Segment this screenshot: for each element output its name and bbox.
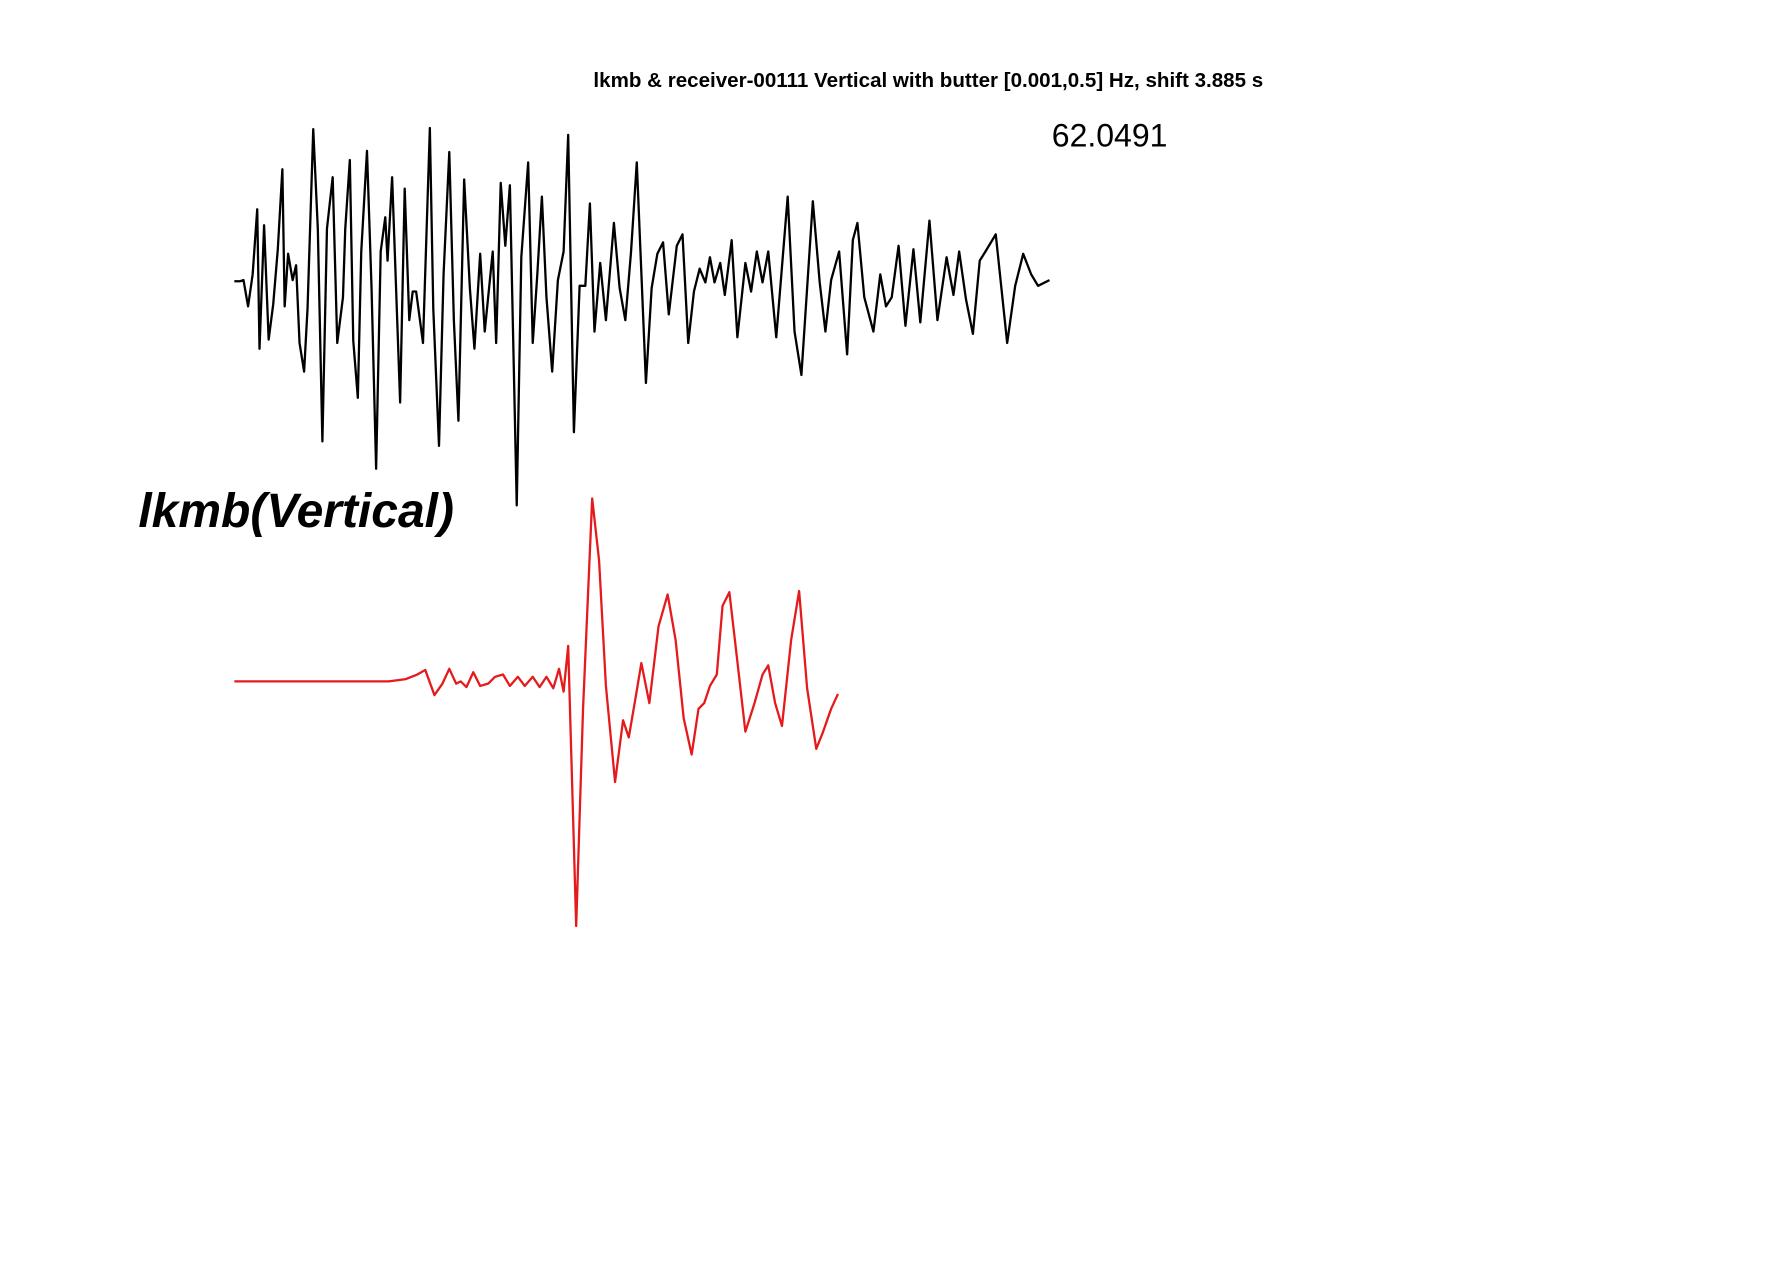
trace (234, 126, 1050, 507)
annotation: 62.0491 (1052, 117, 1168, 153)
trace (234, 497, 840, 928)
chart-title: lkmb & receiver-00111 Vertical with butt… (593, 69, 1263, 92)
trace-label: lkmb(Vertical) (138, 485, 454, 538)
